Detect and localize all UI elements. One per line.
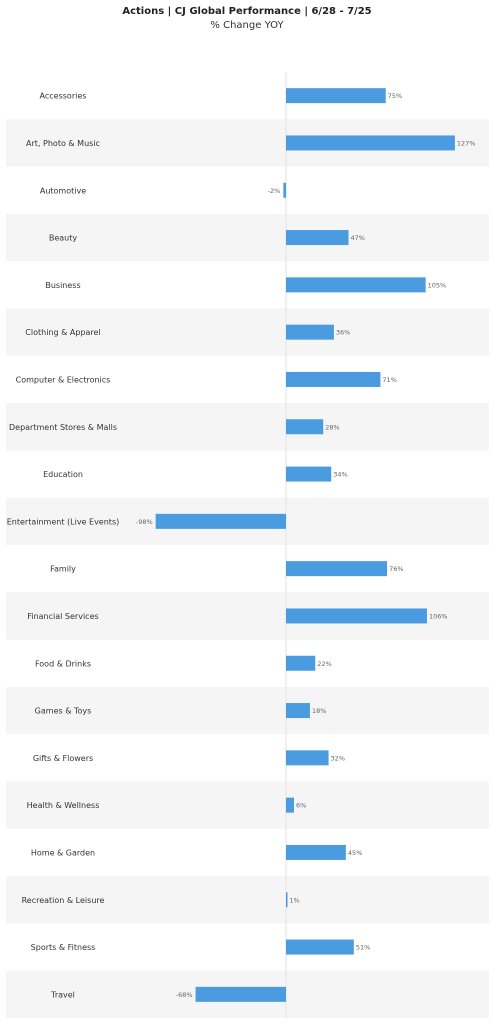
- category-label: Recreation & Leisure: [22, 896, 105, 905]
- bar: [286, 750, 329, 766]
- data-label: 47%: [351, 234, 365, 242]
- data-label: 28%: [325, 423, 339, 431]
- data-label: 32%: [331, 754, 345, 762]
- bar: [286, 419, 324, 435]
- category-label: Art, Photo & Music: [26, 139, 100, 148]
- bar: [286, 844, 346, 860]
- data-label: 75%: [388, 92, 402, 100]
- data-label: 22%: [317, 660, 331, 668]
- bar: [286, 655, 316, 671]
- row-band: [6, 876, 489, 924]
- data-label: 1%: [289, 896, 299, 904]
- category-label: Entertainment (Live Events): [7, 517, 119, 526]
- chart-subtitle: % Change YOY: [210, 20, 284, 31]
- bar: [195, 986, 286, 1002]
- bar: [286, 88, 386, 104]
- category-label: Automotive: [40, 186, 86, 195]
- bar: [286, 703, 310, 719]
- bar: [286, 466, 332, 482]
- category-label: Clothing & Apparel: [25, 328, 100, 337]
- category-label: Department Stores & Malls: [9, 423, 117, 432]
- data-label: 51%: [356, 944, 370, 952]
- bar: [155, 513, 286, 529]
- data-label: 45%: [348, 849, 362, 857]
- data-label: 105%: [428, 281, 447, 289]
- category-label: Gifts & Flowers: [33, 754, 93, 763]
- bar: [286, 324, 334, 340]
- data-label: -2%: [268, 187, 281, 195]
- data-label: 18%: [312, 707, 326, 715]
- bar: [286, 608, 427, 624]
- category-label: Travel: [50, 990, 75, 999]
- chart-title: Actions | CJ Global Performance | 6/28 -…: [122, 6, 372, 17]
- row-band: [6, 308, 489, 356]
- category-label: Health & Wellness: [27, 801, 100, 810]
- bar: [286, 277, 426, 293]
- category-label: Business: [45, 281, 80, 290]
- bar: [283, 182, 286, 198]
- data-label: -98%: [136, 518, 153, 526]
- row-band: [6, 781, 489, 829]
- row-band: [6, 686, 489, 735]
- data-label: 6%: [296, 802, 306, 810]
- row-band: [6, 213, 489, 262]
- bar: [286, 797, 294, 813]
- category-label: Home & Garden: [31, 848, 95, 857]
- bar: [286, 939, 354, 955]
- data-label: 34%: [333, 471, 347, 479]
- category-label: Computer & Electronics: [16, 375, 111, 384]
- bar: [286, 892, 288, 908]
- bar: [286, 230, 349, 246]
- category-label: Accessories: [40, 92, 87, 101]
- category-label: Food & Drinks: [35, 659, 91, 668]
- category-label: Education: [43, 470, 83, 479]
- bar: [286, 135, 455, 151]
- category-label: Sports & Fitness: [31, 943, 96, 952]
- data-label: 127%: [457, 139, 476, 147]
- category-label: Financial Services: [27, 612, 98, 621]
- bar: [286, 371, 381, 387]
- row-band: [6, 403, 489, 451]
- data-label: 71%: [382, 376, 396, 384]
- data-label: 106%: [429, 612, 448, 620]
- category-label: Family: [50, 565, 76, 574]
- category-label: Games & Toys: [35, 707, 92, 716]
- category-label: Beauty: [49, 234, 78, 243]
- data-label: 76%: [389, 565, 403, 573]
- bar: [286, 561, 388, 577]
- data-label: -68%: [176, 991, 193, 999]
- data-label: 36%: [336, 329, 350, 337]
